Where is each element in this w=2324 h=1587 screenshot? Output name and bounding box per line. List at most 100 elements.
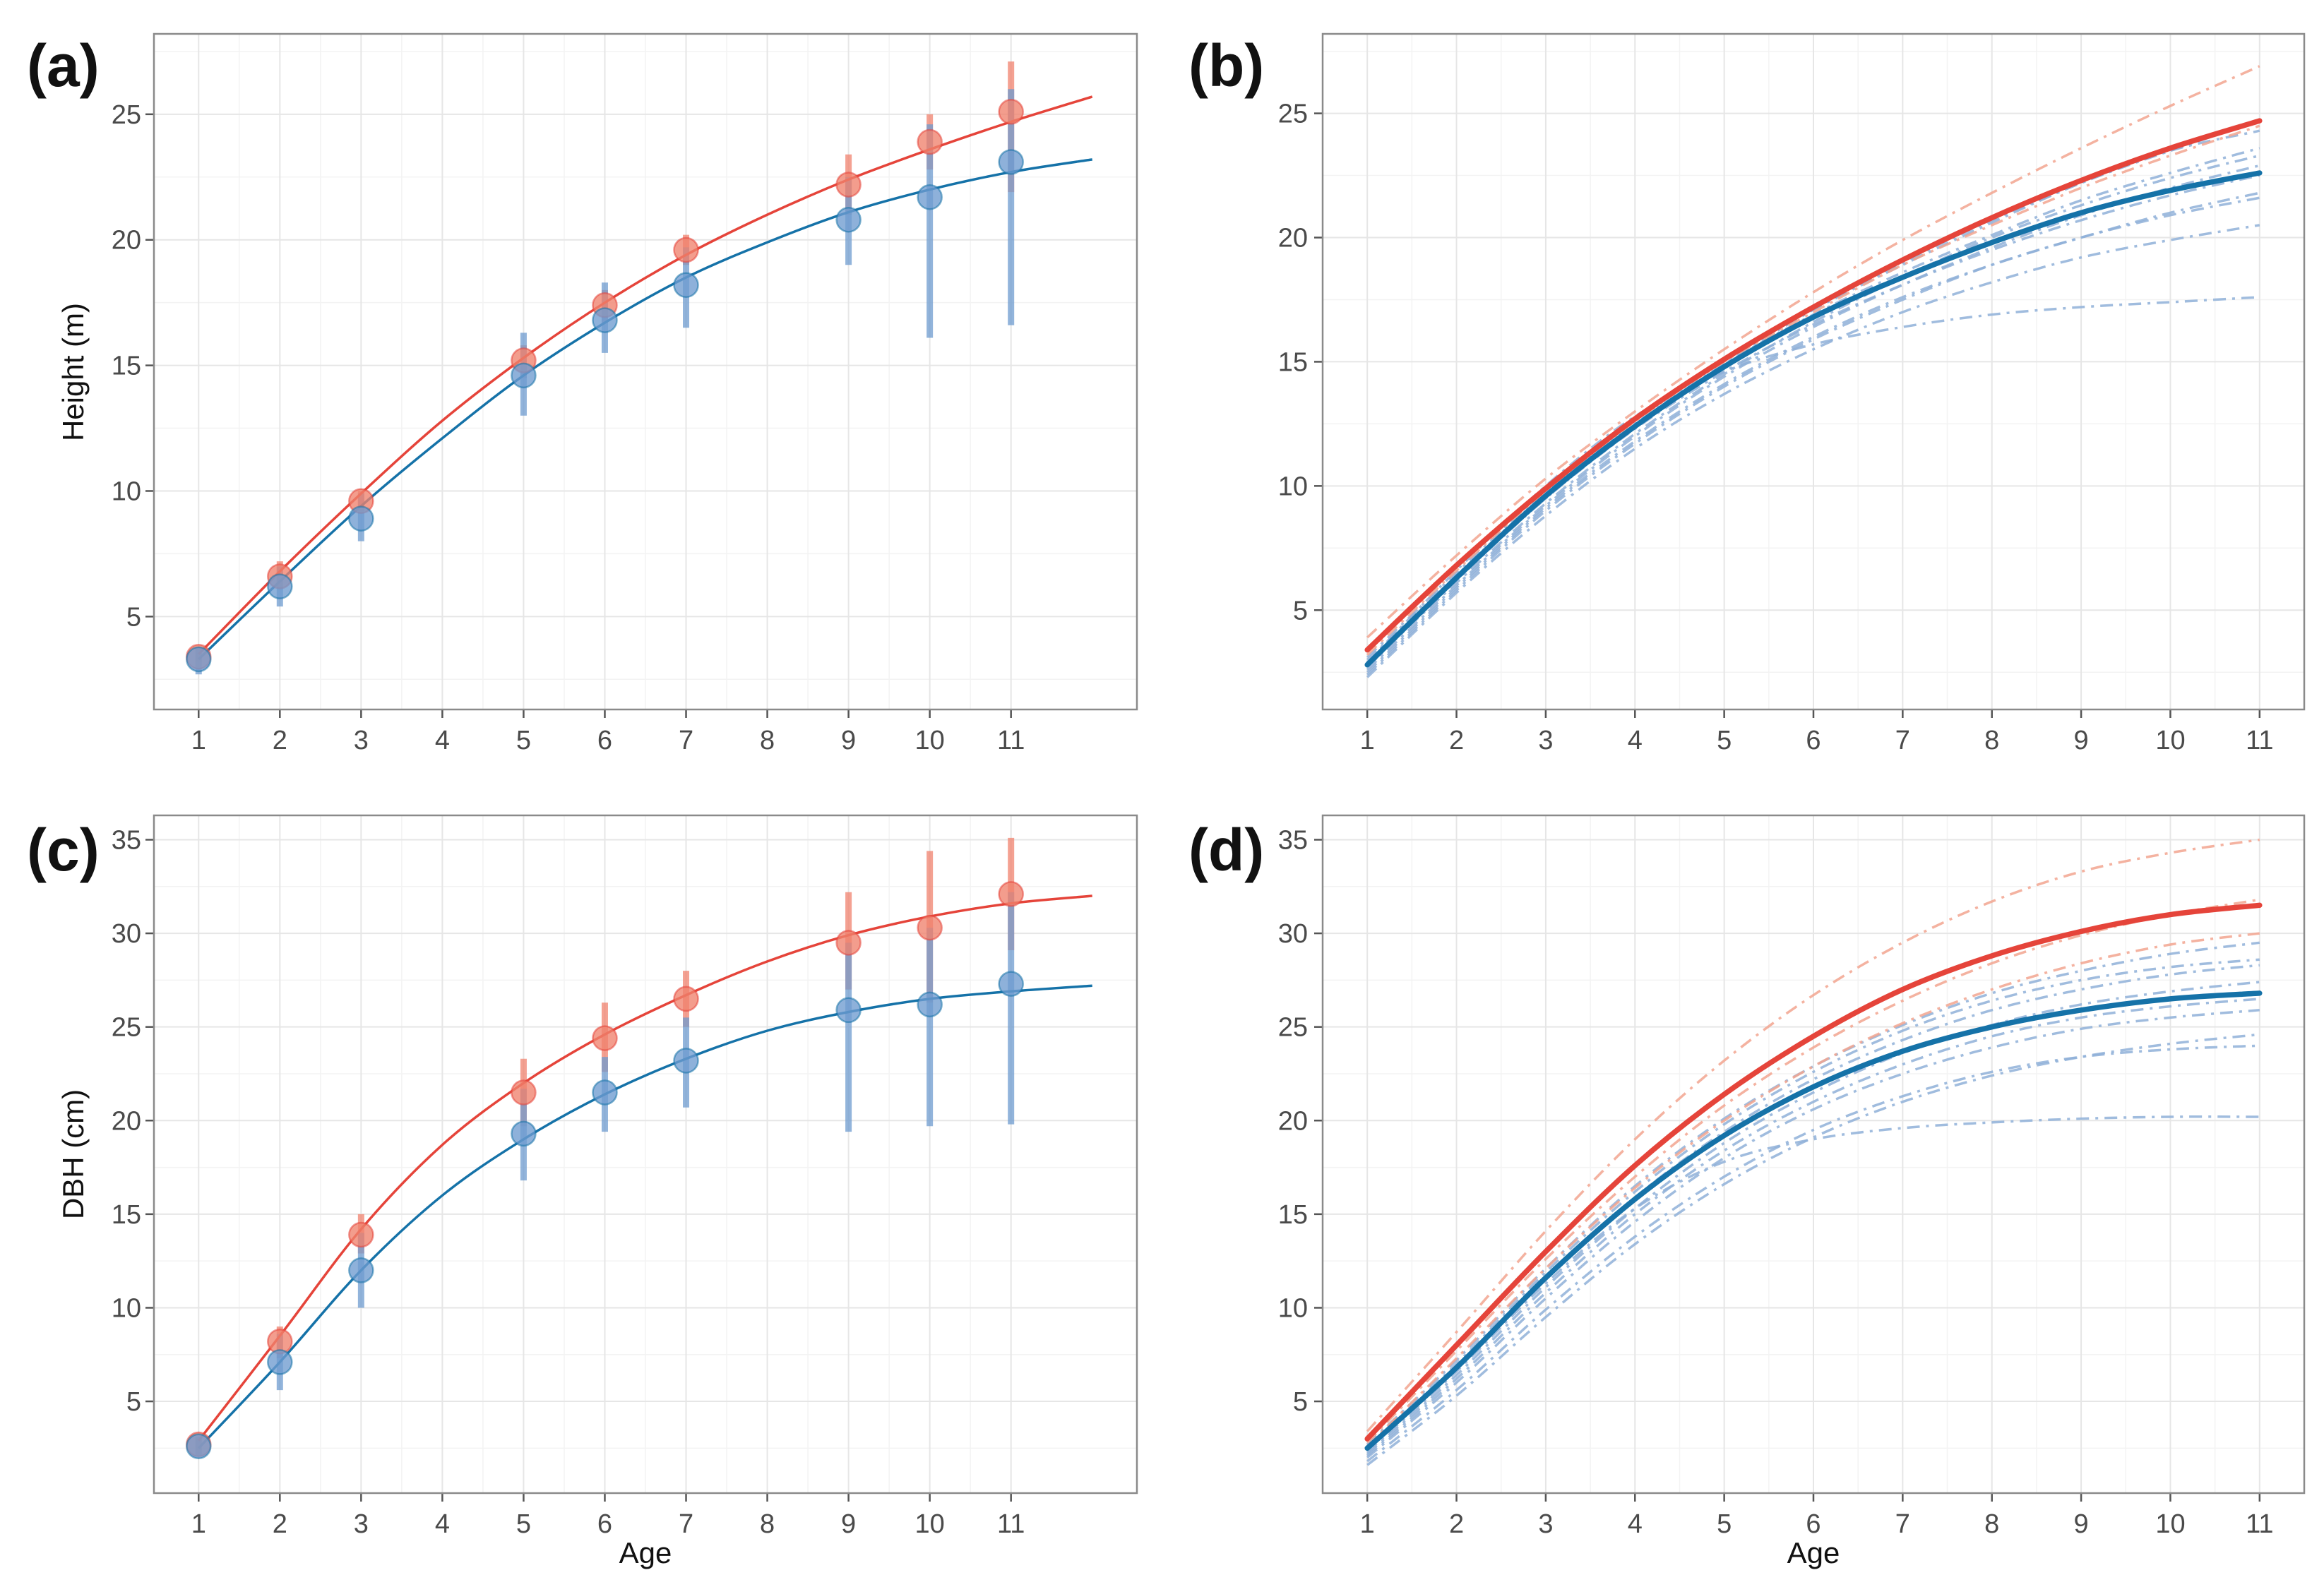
red-data-point [348, 1221, 374, 1248]
red-mean-curve [1364, 902, 2263, 1442]
x-tick-label: 11 [2246, 726, 2273, 755]
blue-data-point [917, 991, 943, 1018]
y-tick-label: 30 [112, 919, 141, 949]
red-data-point [835, 172, 862, 198]
plot-frame [1321, 814, 2306, 1495]
blue-individual-curve [1366, 224, 2260, 678]
blue-individual-curve [1366, 191, 2260, 676]
y-tick-label: 15 [1278, 1200, 1308, 1230]
blue-individual-curve [1366, 1033, 2260, 1466]
x-tick-label: 11 [997, 726, 1025, 755]
x-tick-label: 6 [597, 726, 612, 755]
x-tick-label: 2 [1449, 726, 1464, 755]
red-individual-curve [1366, 65, 2260, 639]
blue-individual-curve [1366, 998, 2260, 1457]
blue-data-point [186, 1433, 212, 1459]
x-tick-label: 4 [435, 1509, 450, 1539]
blue-data-point [267, 1349, 293, 1375]
x-tick-label: 7 [1895, 1509, 1910, 1539]
blue-data-point [267, 573, 293, 599]
red-data-point [917, 914, 943, 941]
x-tick-label: 2 [273, 1509, 287, 1539]
panel-c: 1 2 3 4 5 6 7 8 9 10 11 5 10 15 20 25 30 35 (c) DBH (cm) Age [27, 814, 1138, 1569]
x-tick-label: 1 [191, 1509, 206, 1539]
x-tick-label: 3 [1538, 1509, 1553, 1539]
blue-data-point [998, 149, 1024, 175]
x-tick-label: 9 [2074, 726, 2089, 755]
plot-frame [153, 814, 1138, 1495]
y-tick-label: 10 [1278, 472, 1308, 501]
panel-d: 1 2 3 4 5 6 7 8 9 10 11 5 10 15 20 25 30 35 (d) Age [1188, 814, 2306, 1569]
axis-ticks: 1 2 3 4 5 6 7 8 9 10 11 5 10 15 20 25 [1278, 100, 2274, 755]
grid [1323, 815, 2304, 1493]
blue-individual-curve [1366, 1009, 2260, 1459]
y-tick-label: 25 [112, 1013, 141, 1043]
y-tick-label: 15 [112, 352, 141, 381]
red-data-point [998, 881, 1024, 907]
blue-individual-curve [1366, 164, 2260, 671]
y-tick-label: 10 [112, 477, 141, 506]
y-tick-label: 15 [112, 1200, 141, 1230]
x-tick-label: 8 [760, 1509, 775, 1539]
panel-label: (c) [27, 817, 100, 883]
y-tick-label: 30 [1278, 919, 1308, 949]
red-data-point [998, 99, 1024, 125]
blue-data-point [998, 971, 1024, 997]
panel-label: (a) [27, 32, 100, 99]
x-tick-label: 2 [273, 726, 287, 755]
x-tick-label: 8 [760, 726, 775, 755]
y-tick-label: 10 [1278, 1293, 1308, 1323]
y-tick-label: 5 [126, 1387, 141, 1417]
y-tick-label: 35 [112, 825, 141, 855]
x-tick-label: 6 [1806, 726, 1821, 755]
blue-data-point [917, 184, 943, 210]
blue-data-point [835, 207, 862, 233]
red-data-point [917, 128, 943, 155]
x-tick-label: 3 [354, 1509, 369, 1539]
blue-mean-curve [1364, 170, 2263, 668]
red-data-point [835, 930, 862, 956]
grid [154, 34, 1137, 709]
x-tick-label: 5 [516, 1509, 531, 1539]
x-tick-label: 8 [1984, 726, 1999, 755]
x-tick-label: 10 [915, 726, 945, 755]
panel-label: (b) [1188, 32, 1264, 99]
plot-data [186, 61, 1093, 675]
plot-data [1364, 838, 2263, 1466]
y-tick-label: 5 [126, 602, 141, 632]
blue-individual-curve [1366, 296, 2260, 664]
plot-frame [153, 32, 1138, 711]
red-individual-curve [1366, 932, 2260, 1447]
y-tick-label: 35 [1278, 825, 1308, 855]
blue-data-point [673, 1048, 699, 1074]
x-tick-label: 6 [597, 1509, 612, 1539]
x-tick-label: 7 [679, 726, 693, 755]
panel-a: 1 2 3 4 5 6 7 8 9 10 11 5 10 15 20 25 (a) Height (m) [27, 32, 1138, 755]
y-tick-label: 10 [112, 1293, 141, 1323]
y-axis-title: DBH (cm) [56, 1089, 90, 1219]
x-tick-label: 1 [191, 726, 206, 755]
y-tick-label: 25 [1278, 1013, 1308, 1043]
blue-data-point [348, 505, 374, 532]
x-tick-label: 10 [2155, 1509, 2185, 1539]
blue-data-point [673, 272, 699, 299]
x-tick-label: 5 [1717, 1509, 1732, 1539]
x-tick-label: 4 [1628, 1509, 1643, 1539]
x-tick-label: 5 [1717, 726, 1732, 755]
x-axis-title: Age [1787, 1536, 1840, 1569]
x-tick-label: 2 [1449, 1509, 1464, 1539]
axis-ticks: 1 2 3 4 5 6 7 8 9 10 11 5 10 15 20 25 30 35 [112, 825, 1025, 1539]
blue-data-point [348, 1257, 374, 1283]
blue-data-point [835, 997, 862, 1024]
y-tick-label: 5 [1293, 1387, 1308, 1417]
plot-data [1364, 65, 2263, 678]
plot-frame [1321, 32, 2306, 711]
red-data-point [673, 986, 699, 1012]
axis-ticks: 1 2 3 4 5 6 7 8 9 10 11 5 10 15 20 25 30 35 [1278, 825, 2274, 1539]
blue-individual-curve [1366, 958, 2260, 1447]
grid [1323, 34, 2304, 709]
blue-individual-curve [1366, 154, 2260, 666]
y-tick-label: 20 [1278, 224, 1308, 253]
x-tick-label: 10 [2155, 726, 2185, 755]
